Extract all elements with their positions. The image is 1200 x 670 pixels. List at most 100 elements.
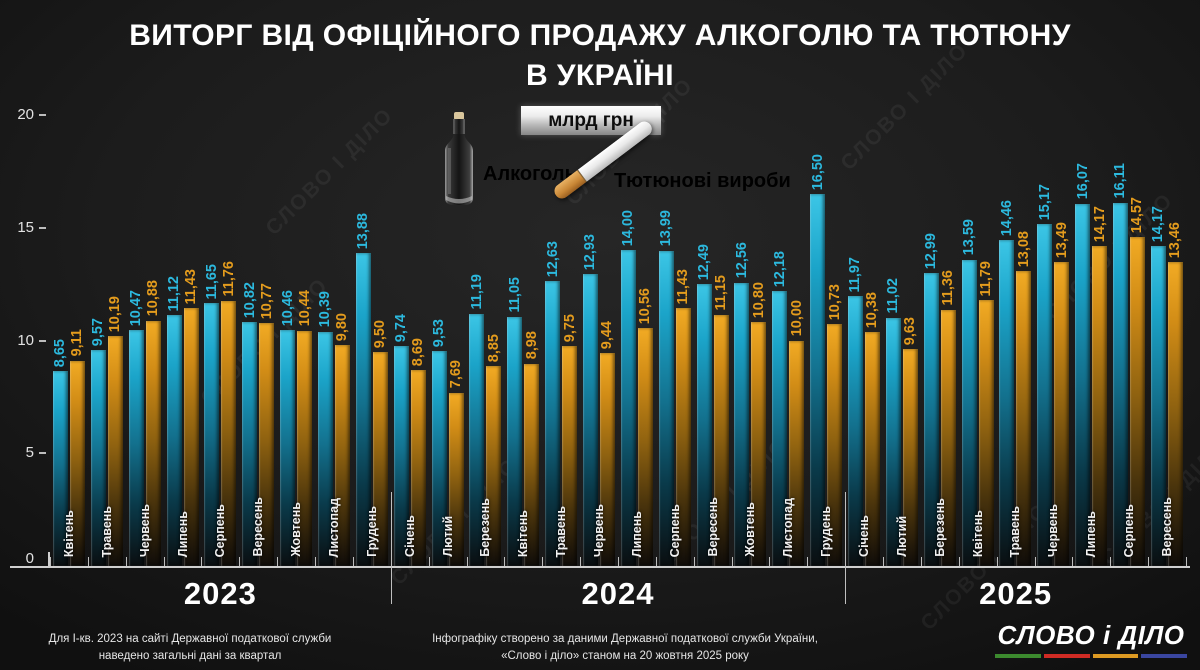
tobacco-value-label: 10,56: [637, 287, 654, 324]
alcohol-bar: 11,02: [885, 278, 901, 566]
x-axis-origin-tick: [48, 552, 50, 566]
month-group: 11,97 10,38 Січень: [845, 115, 883, 566]
month-tick: [315, 557, 317, 566]
alcohol-value-label: 9,53: [431, 318, 448, 348]
legend-alcohol-label: Алкоголь: [483, 163, 577, 185]
tobacco-value-label: 11,76: [220, 261, 237, 297]
month-label: Березень: [478, 498, 493, 557]
slovo-i-dilo-logo: СЛОВО і ДІЛО: [995, 620, 1187, 658]
month-group: 16,50 10,73 Грудень: [807, 115, 845, 566]
month-label: Листопад: [781, 497, 796, 557]
month-label: Жовтень: [743, 502, 758, 557]
tobacco-value-label: 14,57: [1129, 197, 1146, 234]
month-group: 15,17 13,49 Червень: [1034, 115, 1072, 566]
tobacco-bar: 10,38: [864, 292, 880, 566]
month-group: 14,46 13,08 Травень: [996, 115, 1034, 566]
month-group: 10,47 10,88 Червень: [126, 115, 164, 566]
alcohol-bar: 11,12: [166, 276, 182, 566]
year-label: 2024: [581, 576, 655, 611]
tobacco-value-label: 10,77: [258, 282, 275, 320]
month-label: Серпень: [1121, 503, 1136, 557]
month-tick: [731, 557, 733, 566]
month-tick: [996, 557, 998, 566]
tobacco-bar: 10,56: [637, 288, 653, 566]
alcohol-bar: 14,00: [620, 210, 636, 566]
logo-underline-segment: [1141, 654, 1187, 658]
alcohol-bar: 9,57: [90, 318, 106, 566]
month-label: Серпень: [213, 503, 228, 557]
month-group: 14,00 10,56 Липень: [618, 115, 656, 566]
month-group: 9,74 8,69 Січень: [391, 115, 429, 566]
month-group: 10,39 9,80 Листопад: [315, 115, 353, 566]
month-tick: [693, 557, 695, 566]
year-label: 2023: [183, 576, 257, 611]
tobacco-value-label: 10,19: [107, 295, 124, 333]
footnote-left-line2: наведено загальні дані за квартал: [98, 649, 282, 662]
alcohol-bar: 11,05: [507, 277, 523, 566]
month-group: 12,18 10,00 Листопад: [769, 115, 807, 566]
month-group: 10,46 10,44 Жовтень: [277, 115, 315, 566]
tobacco-bar: 9,63: [902, 317, 918, 566]
x-axis-line: [10, 566, 1190, 568]
alcohol-value-label: 12,18: [771, 251, 788, 288]
alcohol-value-label: 9,74: [393, 314, 410, 343]
logo-underline: [995, 654, 1187, 658]
tobacco-bar: 7,69: [448, 360, 464, 566]
logo-underline-segment: [1043, 654, 1090, 658]
alcohol-value-label: 16,11: [1112, 163, 1129, 199]
month-label: Лютий: [894, 516, 909, 557]
tobacco-bar: 11,43: [183, 269, 199, 566]
footnote-center-line1: Інфографіку створено за даними Державної…: [432, 633, 818, 645]
month-label: Липень: [629, 510, 644, 557]
tobacco-bar: 10,77: [259, 283, 275, 566]
alcohol-value-label: 12,99: [923, 232, 940, 270]
tobacco-value-label: 13,49: [1053, 221, 1070, 258]
y-axis-tick: [39, 226, 46, 229]
month-label: Вересень: [251, 497, 266, 557]
alcohol-bar: 14,46: [999, 200, 1015, 566]
alcohol-value-label: 11,05: [506, 277, 523, 313]
logo-underline-segment: [1092, 654, 1139, 658]
month-group: 12,99 11,36 Березень: [921, 115, 959, 566]
month-label: Травень: [99, 505, 114, 557]
tobacco-bar: 11,15: [713, 275, 729, 566]
footnote-center-line2: «Слово і діло» станом на 20 жовтня 2025 …: [501, 649, 749, 662]
tobacco-bar: 9,80: [334, 313, 350, 566]
year-separator: [845, 492, 847, 604]
y-axis-label: 5: [25, 444, 34, 462]
y-axis-label: 20: [17, 106, 34, 123]
month-tick: [201, 557, 203, 566]
tobacco-value-label: 8,98: [523, 331, 540, 360]
alcohol-bar: 10,82: [242, 282, 258, 566]
month-tick: [125, 557, 127, 566]
page-title-line1: ВИТОРГ ВІД ОФІЦІЙНОГО ПРОДАЖУ АЛКОГОЛЮ Т…: [129, 19, 1071, 52]
alcohol-value-label: 11,65: [203, 263, 220, 300]
month-label: Травень: [1008, 505, 1023, 557]
month-tick: [920, 557, 922, 566]
month-group: 9,57 10,19 Травень: [88, 115, 126, 566]
month-label: Січень: [402, 515, 417, 557]
tobacco-bar: 11,79: [978, 261, 994, 566]
tobacco-value-label: 11,43: [675, 268, 692, 305]
month-label: Листопад: [326, 497, 341, 557]
month-tick: [1034, 557, 1036, 566]
month-tick: [466, 557, 468, 566]
alcohol-bar: 10,39: [317, 291, 333, 566]
y-axis-tick: [39, 339, 46, 342]
tobacco-bar: 8,69: [410, 338, 426, 566]
alcohol-bar: 12,63: [545, 241, 561, 566]
tobacco-bar: 11,36: [940, 270, 956, 566]
tobacco-value-label: 10,44: [296, 290, 313, 327]
tobacco-value-label: 8,69: [410, 337, 427, 367]
tobacco-bar: 10,80: [751, 282, 767, 566]
tobacco-bar: 9,75: [562, 314, 578, 566]
footnote-left-line1: Для І-кв. 2023 на сайті Державної податк…: [48, 633, 332, 645]
tobacco-bar: 10,73: [827, 284, 843, 566]
tobacco-value-label: 11,15: [713, 275, 730, 311]
tobacco-value-label: 10,38: [864, 291, 881, 328]
month-label: Липень: [1084, 510, 1099, 557]
page-title: ВИТОРГ ВІД ОФІЦІЙНОГО ПРОДАЖУ АЛКОГОЛЮ Т…: [0, 16, 1200, 96]
alcohol-bar: 12,18: [772, 251, 788, 566]
tobacco-bar: 13,08: [1016, 231, 1032, 566]
tobacco-value-label: 10,88: [145, 280, 162, 317]
